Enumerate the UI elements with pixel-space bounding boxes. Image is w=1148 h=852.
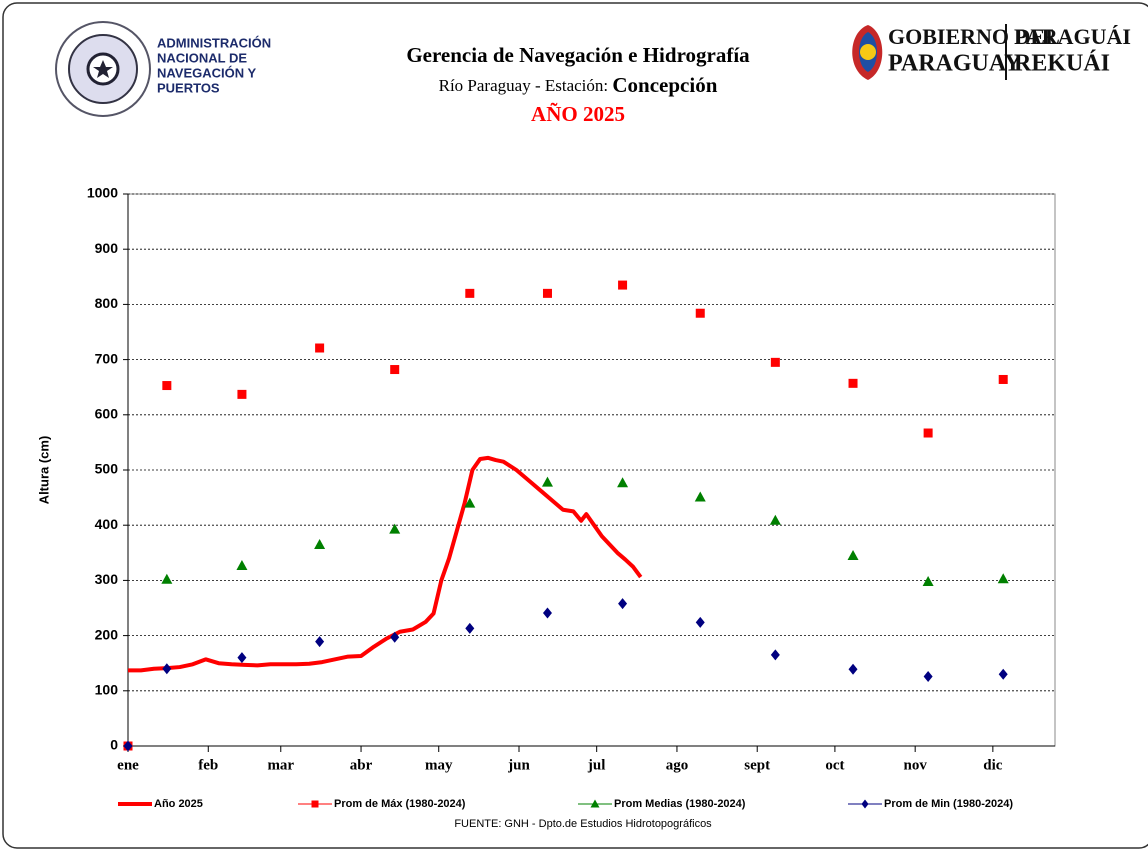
y-tick-label: 1000 — [87, 185, 118, 201]
marker-square — [542, 288, 552, 298]
slogan: PARAGUÁI — [1014, 24, 1131, 49]
series-line — [128, 455, 643, 673]
x-tick-label: sept — [744, 757, 770, 773]
year-title: AÑO 2025 — [531, 102, 625, 126]
government-name: GOBIERNO DEL — [888, 24, 1060, 49]
marker-square — [998, 374, 1008, 384]
legend-label: Año 2025 — [154, 798, 203, 810]
marker-triangle — [922, 576, 934, 587]
source-note: FUENTE: GNH - Dpto.de Estudios Hidrotopo… — [454, 818, 712, 830]
marker-diamond — [237, 652, 247, 664]
y-tick-label: 500 — [95, 461, 119, 477]
x-tick-label: abr — [350, 757, 373, 773]
x-tick-label: feb — [198, 757, 218, 773]
marker-diamond — [315, 636, 325, 648]
y-tick-label: 800 — [95, 295, 119, 311]
government-name: PARAGUAY — [888, 51, 1021, 77]
slogan: REKUÁI — [1014, 51, 1110, 77]
agency-name: NAVEGACIÓN Y — [157, 65, 257, 80]
chart-title: Gerencia de Navegación e Hidrografía — [406, 43, 750, 67]
marker-triangle — [236, 559, 248, 570]
marker-diamond — [998, 668, 1008, 680]
marker-square — [465, 288, 475, 298]
marker-triangle — [997, 573, 1009, 584]
marker-triangle — [389, 523, 401, 534]
marker-triangle — [464, 497, 476, 508]
marker-diamond — [618, 598, 628, 610]
marker-diamond — [861, 799, 869, 809]
marker-diamond — [123, 740, 133, 752]
agency-name: PUERTOS — [157, 80, 220, 95]
marker-square — [695, 308, 705, 318]
marker-triangle — [590, 799, 600, 808]
agency-name: ADMINISTRACIÓN — [157, 35, 271, 50]
marker-square — [237, 389, 247, 399]
x-tick-label: dic — [983, 757, 1003, 773]
x-tick-label: jun — [507, 757, 530, 773]
y-tick-label: 900 — [95, 240, 119, 256]
legend-label: Prom de Min (1980-2024) — [884, 798, 1013, 810]
subtitle-text: Río Paraguay - Estación: — [439, 76, 609, 95]
legend-label: Prom Medias (1980-2024) — [614, 798, 746, 810]
marker-diamond — [770, 649, 780, 661]
y-tick-label: 0 — [110, 737, 118, 753]
marker-square — [162, 381, 172, 391]
x-tick-label: mar — [267, 757, 294, 773]
marker-diamond — [162, 663, 172, 675]
x-tick-label: jul — [587, 757, 606, 773]
marker-triangle — [314, 539, 326, 550]
marker-square — [390, 365, 400, 375]
marker-triangle — [541, 476, 553, 487]
legend-label: Prom de Máx (1980-2024) — [334, 798, 466, 810]
y-tick-label: 700 — [95, 350, 119, 366]
marker-diamond — [390, 631, 400, 643]
x-tick-label: oct — [825, 757, 844, 773]
x-tick-label: nov — [904, 757, 928, 773]
station-name: Concepción — [612, 73, 717, 97]
y-tick-label: 400 — [95, 516, 119, 532]
marker-square — [770, 357, 780, 367]
marker-triangle — [769, 514, 781, 525]
marker-diamond — [465, 622, 475, 634]
government-logo — [852, 25, 883, 80]
y-axis-label: Altura (cm) — [36, 436, 51, 505]
marker-square — [311, 800, 319, 808]
marker-square — [315, 343, 325, 353]
marker-triangle — [617, 477, 629, 488]
marker-diamond — [923, 670, 933, 682]
marker-diamond — [542, 607, 552, 619]
y-tick-label: 600 — [95, 406, 119, 422]
marker-triangle — [694, 491, 706, 502]
marker-triangle — [847, 550, 859, 561]
agency-logo — [55, 21, 151, 117]
x-tick-label: ene — [117, 757, 139, 773]
marker-square — [618, 280, 628, 290]
x-tick-label: may — [425, 757, 453, 773]
y-tick-label: 200 — [95, 626, 119, 642]
x-tick-label: ago — [666, 757, 689, 773]
y-tick-label: 100 — [95, 682, 119, 698]
agency-name: NACIONAL DE — [157, 50, 247, 65]
marker-diamond — [695, 616, 705, 628]
chart-subtitle: Río Paraguay - Estación: Concepción — [439, 73, 718, 97]
marker-triangle — [161, 573, 173, 584]
marker-diamond — [848, 663, 858, 675]
y-tick-label: 300 — [95, 571, 119, 587]
marker-square — [848, 378, 858, 388]
marker-square — [923, 428, 933, 438]
